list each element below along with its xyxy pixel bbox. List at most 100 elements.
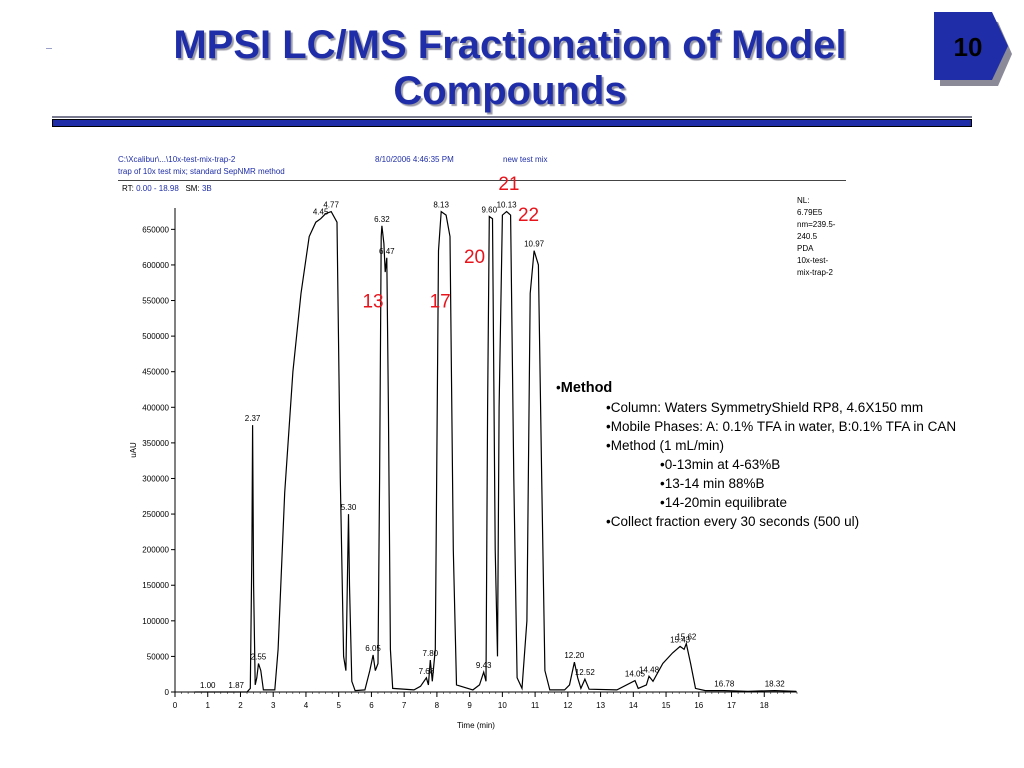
peak-label: 4.77 (323, 201, 339, 210)
x-tick-label: 13 (596, 701, 605, 710)
x-tick-label: 2 (238, 701, 243, 710)
method-item: •Method (1 mL/min) (606, 438, 725, 453)
method-item: •Mobile Phases: A: 0.1% TFA in water, B:… (606, 419, 957, 434)
nl-line: mix-trap-2 (797, 268, 834, 277)
peak-label: 6.47 (379, 247, 395, 256)
y-tick-label: 300000 (142, 474, 169, 483)
peak-label: 1.87 (228, 681, 244, 690)
rt-label: RT: (122, 184, 134, 193)
fraction-label: 20 (464, 247, 485, 268)
x-tick-label: 6 (369, 701, 374, 710)
badge-shape (934, 12, 1008, 80)
y-tick-label: 150000 (142, 581, 169, 590)
nl-line: 240.5 (797, 232, 818, 241)
y-tick-label: 100000 (142, 617, 169, 626)
peak-label: 12.52 (575, 668, 596, 677)
peak-label: 7.68 (419, 667, 435, 676)
y-tick-label: 550000 (142, 297, 169, 306)
x-tick-label: 5 (336, 701, 341, 710)
fraction-label: 17 (430, 292, 451, 313)
nl-line: NL: (797, 196, 810, 205)
x-tick-label: 15 (662, 701, 671, 710)
peak-label: 2.37 (245, 414, 261, 423)
fraction-label: 13 (362, 292, 383, 313)
y-tick-label: 600000 (142, 261, 169, 270)
y-tick-label: 50000 (147, 652, 170, 661)
chromatogram-trace (194, 210, 797, 693)
x-axis-label: Time (min) (457, 721, 495, 730)
peak-label: 10.13 (497, 201, 518, 210)
x-tick-label: 7 (402, 701, 407, 710)
x-tick-label: 3 (271, 701, 276, 710)
y-tick-label: 200000 (142, 546, 169, 555)
sm-value: 3B (201, 184, 212, 193)
method-heading: •Method (556, 380, 613, 396)
page-number: 10 (954, 32, 983, 62)
peak-label: 2.55 (251, 653, 267, 662)
peak-label: 14.48 (639, 665, 660, 674)
file-path: C:\Xcalibur\...\10x-test-mix-trap-2 (118, 155, 236, 164)
x-tick-label: 17 (727, 701, 736, 710)
y-tick-label: 500000 (142, 332, 169, 341)
peak-label: 18.32 (765, 680, 786, 689)
peak-label: 10.97 (524, 240, 545, 249)
peak-label: 6.05 (365, 644, 381, 653)
title-rule (52, 119, 972, 127)
x-tick-label: 12 (563, 701, 572, 710)
peak-label: 12.20 (564, 651, 585, 660)
y-tick-label: 350000 (142, 439, 169, 448)
method-item: •Collect fraction every 30 seconds (500 … (606, 514, 860, 529)
rt-line: RT: 0.00 - 18.98 SM: 3B (122, 184, 212, 193)
y-tick-label: 250000 (142, 510, 169, 519)
peak-label: 9.60 (481, 206, 497, 215)
run-description: trap of 10x test mix; standard SepNMR me… (118, 167, 285, 176)
y-tick-label: 0 (165, 688, 170, 697)
sm-label: SM: (185, 184, 200, 193)
y-tick-label: 400000 (142, 403, 169, 412)
decorative-dash (46, 48, 52, 49)
peak-label: 1.00 (200, 681, 216, 690)
method-notes: •Method •Column: Waters SymmetryShield R… (556, 378, 956, 531)
method-item: •14-20min equilibrate (660, 495, 788, 510)
nl-line: nm=239.5- (797, 220, 836, 229)
x-tick-label: 18 (760, 701, 769, 710)
x-tick-label: 8 (435, 701, 440, 710)
x-tick-label: 4 (304, 701, 309, 710)
rt-value: 0.00 - 18.98 (136, 184, 179, 193)
peak-label: 16.78 (714, 680, 735, 689)
x-tick-label: 10 (498, 701, 507, 710)
timestamp: 8/10/2006 4:46:35 PM (375, 155, 454, 164)
fraction-label: 21 (498, 174, 519, 195)
peak-label: 5.30 (341, 503, 357, 512)
fraction-label: 22 (518, 205, 539, 226)
peak-label: 14.05 (625, 670, 646, 679)
title-rule-shadow (52, 116, 972, 118)
header-divider (118, 180, 846, 181)
method-item: •0-13min at 4-63%B (660, 457, 781, 472)
x-tick-label: 1 (206, 701, 211, 710)
y-tick-label: 650000 (142, 225, 169, 234)
method-item: •Column: Waters SymmetryShield RP8, 4.6X… (606, 400, 924, 415)
nl-info: NL: 6.79E5 nm=239.5- 240.5 PDA 10x-test-… (797, 195, 835, 279)
peak-label: 4.45 (313, 208, 329, 217)
method-item: •13-14 min 88%B (660, 476, 765, 491)
x-tick-label: 9 (467, 701, 472, 710)
x-tick-label: 0 (173, 701, 178, 710)
peak-label: 9.43 (476, 661, 492, 670)
page-number-badge: 10 (934, 12, 1012, 86)
peak-label: 15.62 (676, 633, 697, 642)
peak-label: 7.80 (423, 649, 439, 658)
peak-label: 8.13 (433, 201, 449, 210)
sample-name: new test mix (503, 155, 548, 164)
x-tick-label: 11 (531, 701, 540, 710)
nl-line: 10x-test- (797, 256, 829, 265)
peak-label: 15.43 (670, 635, 691, 644)
x-tick-label: 14 (629, 701, 638, 710)
x-tick-label: 16 (694, 701, 703, 710)
peak-label: 6.32 (374, 215, 390, 224)
y-tick-label: 450000 (142, 368, 169, 377)
y-axis-label: uAU (129, 442, 138, 458)
slide-title: MPSI LC/MS Fractionation of Model Compou… (173, 23, 847, 113)
nl-line: 6.79E5 (797, 208, 823, 217)
